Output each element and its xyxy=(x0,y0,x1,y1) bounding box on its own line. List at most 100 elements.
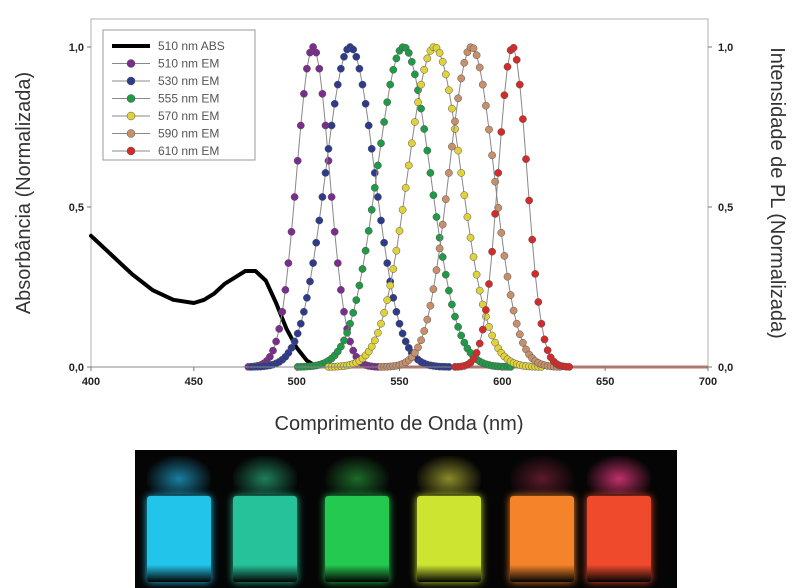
data-point xyxy=(355,281,364,290)
data-point xyxy=(290,193,299,201)
vial-body xyxy=(325,496,389,582)
data-point xyxy=(352,296,361,304)
data-point xyxy=(494,169,503,177)
data-point xyxy=(469,355,478,363)
data-point xyxy=(392,54,401,63)
data-point xyxy=(370,183,379,192)
data-point xyxy=(407,57,416,66)
data-point xyxy=(312,238,321,247)
data-point xyxy=(300,307,308,316)
data-point xyxy=(432,213,441,221)
legend-entry: 555 nm EM xyxy=(112,92,219,106)
data-point xyxy=(488,151,496,160)
y-axis-title-right: Intensidade de PL (Normalizada) xyxy=(766,47,788,339)
data-point xyxy=(454,323,462,331)
vial-cap xyxy=(233,456,297,494)
data-point xyxy=(457,169,466,177)
vial-body xyxy=(147,496,211,582)
series-line xyxy=(89,233,320,369)
data-point xyxy=(269,346,277,355)
legend-entry: 590 nm EM xyxy=(112,127,219,141)
data-point xyxy=(451,117,459,126)
vial-cap xyxy=(417,456,481,494)
data-point xyxy=(370,336,379,345)
data-point xyxy=(411,70,419,79)
data-point xyxy=(358,80,367,89)
data-point xyxy=(367,205,376,214)
data-point xyxy=(330,227,339,236)
data-point xyxy=(460,58,469,67)
data-point xyxy=(448,142,456,151)
data-point xyxy=(423,315,432,324)
data-point xyxy=(438,220,447,229)
data-point xyxy=(466,233,475,242)
x-axis-title: Comprimento de Onda (nm) xyxy=(275,413,524,435)
data-point xyxy=(377,216,385,225)
data-point xyxy=(414,98,422,107)
vial-cap xyxy=(510,456,574,494)
data-point xyxy=(445,286,453,295)
data-point xyxy=(358,265,367,273)
data-point xyxy=(364,121,373,130)
data-point xyxy=(472,349,481,357)
data-point xyxy=(469,44,478,53)
legend-entry: 530 nm EM xyxy=(112,74,219,88)
data-point xyxy=(318,89,327,98)
data-point xyxy=(469,253,478,261)
data-point xyxy=(275,325,284,333)
data-point xyxy=(478,325,487,334)
vial-body xyxy=(587,496,651,582)
data-point xyxy=(451,312,459,321)
data-point xyxy=(361,99,370,108)
vial-cap xyxy=(587,456,651,494)
data-point xyxy=(377,319,385,328)
data-point xyxy=(330,99,339,108)
data-point xyxy=(411,118,419,126)
data-point xyxy=(337,286,345,294)
data-point xyxy=(485,280,493,288)
emission-absorption-chart: 400 450 500 550 600 650 7000,00,51,00,00,51,0 … xyxy=(13,18,788,435)
data-point xyxy=(367,144,376,153)
data-point xyxy=(383,259,392,267)
data-point xyxy=(352,52,361,61)
data-point xyxy=(318,193,327,201)
data-point xyxy=(454,94,462,103)
data-point xyxy=(312,48,321,57)
data-point xyxy=(321,169,330,177)
data-point xyxy=(445,169,453,177)
data-point xyxy=(284,259,293,267)
legend-swatch-marker xyxy=(126,111,136,121)
data-point xyxy=(426,169,435,177)
data-point xyxy=(503,272,512,281)
legend-label: 530 nm EM xyxy=(158,74,219,88)
data-point xyxy=(435,244,444,253)
data-point xyxy=(512,319,521,328)
data-point xyxy=(475,339,484,348)
data-point xyxy=(290,337,299,346)
vial-body xyxy=(417,496,481,582)
data-point xyxy=(414,343,422,352)
x-tick-label: 550 xyxy=(390,376,408,388)
data-point xyxy=(540,335,549,344)
data-point xyxy=(472,270,481,279)
data-point xyxy=(494,203,503,212)
data-point xyxy=(441,270,450,279)
data-point xyxy=(497,228,506,237)
data-point xyxy=(300,89,308,98)
data-point xyxy=(441,195,450,204)
x-tick-label: 400 xyxy=(82,376,100,388)
data-point xyxy=(565,363,574,371)
vial-cap xyxy=(147,456,211,494)
legend-label: 510 nm EM xyxy=(158,57,219,71)
data-point xyxy=(337,342,345,351)
data-point xyxy=(395,227,404,235)
data-point xyxy=(491,210,499,218)
data-point xyxy=(488,247,496,256)
data-point xyxy=(522,155,530,163)
data-point xyxy=(448,104,456,113)
data-point xyxy=(435,233,444,242)
data-point xyxy=(315,64,324,73)
legend-entry: 610 nm EM xyxy=(112,144,219,158)
data-point xyxy=(361,246,370,255)
data-point xyxy=(420,327,429,335)
